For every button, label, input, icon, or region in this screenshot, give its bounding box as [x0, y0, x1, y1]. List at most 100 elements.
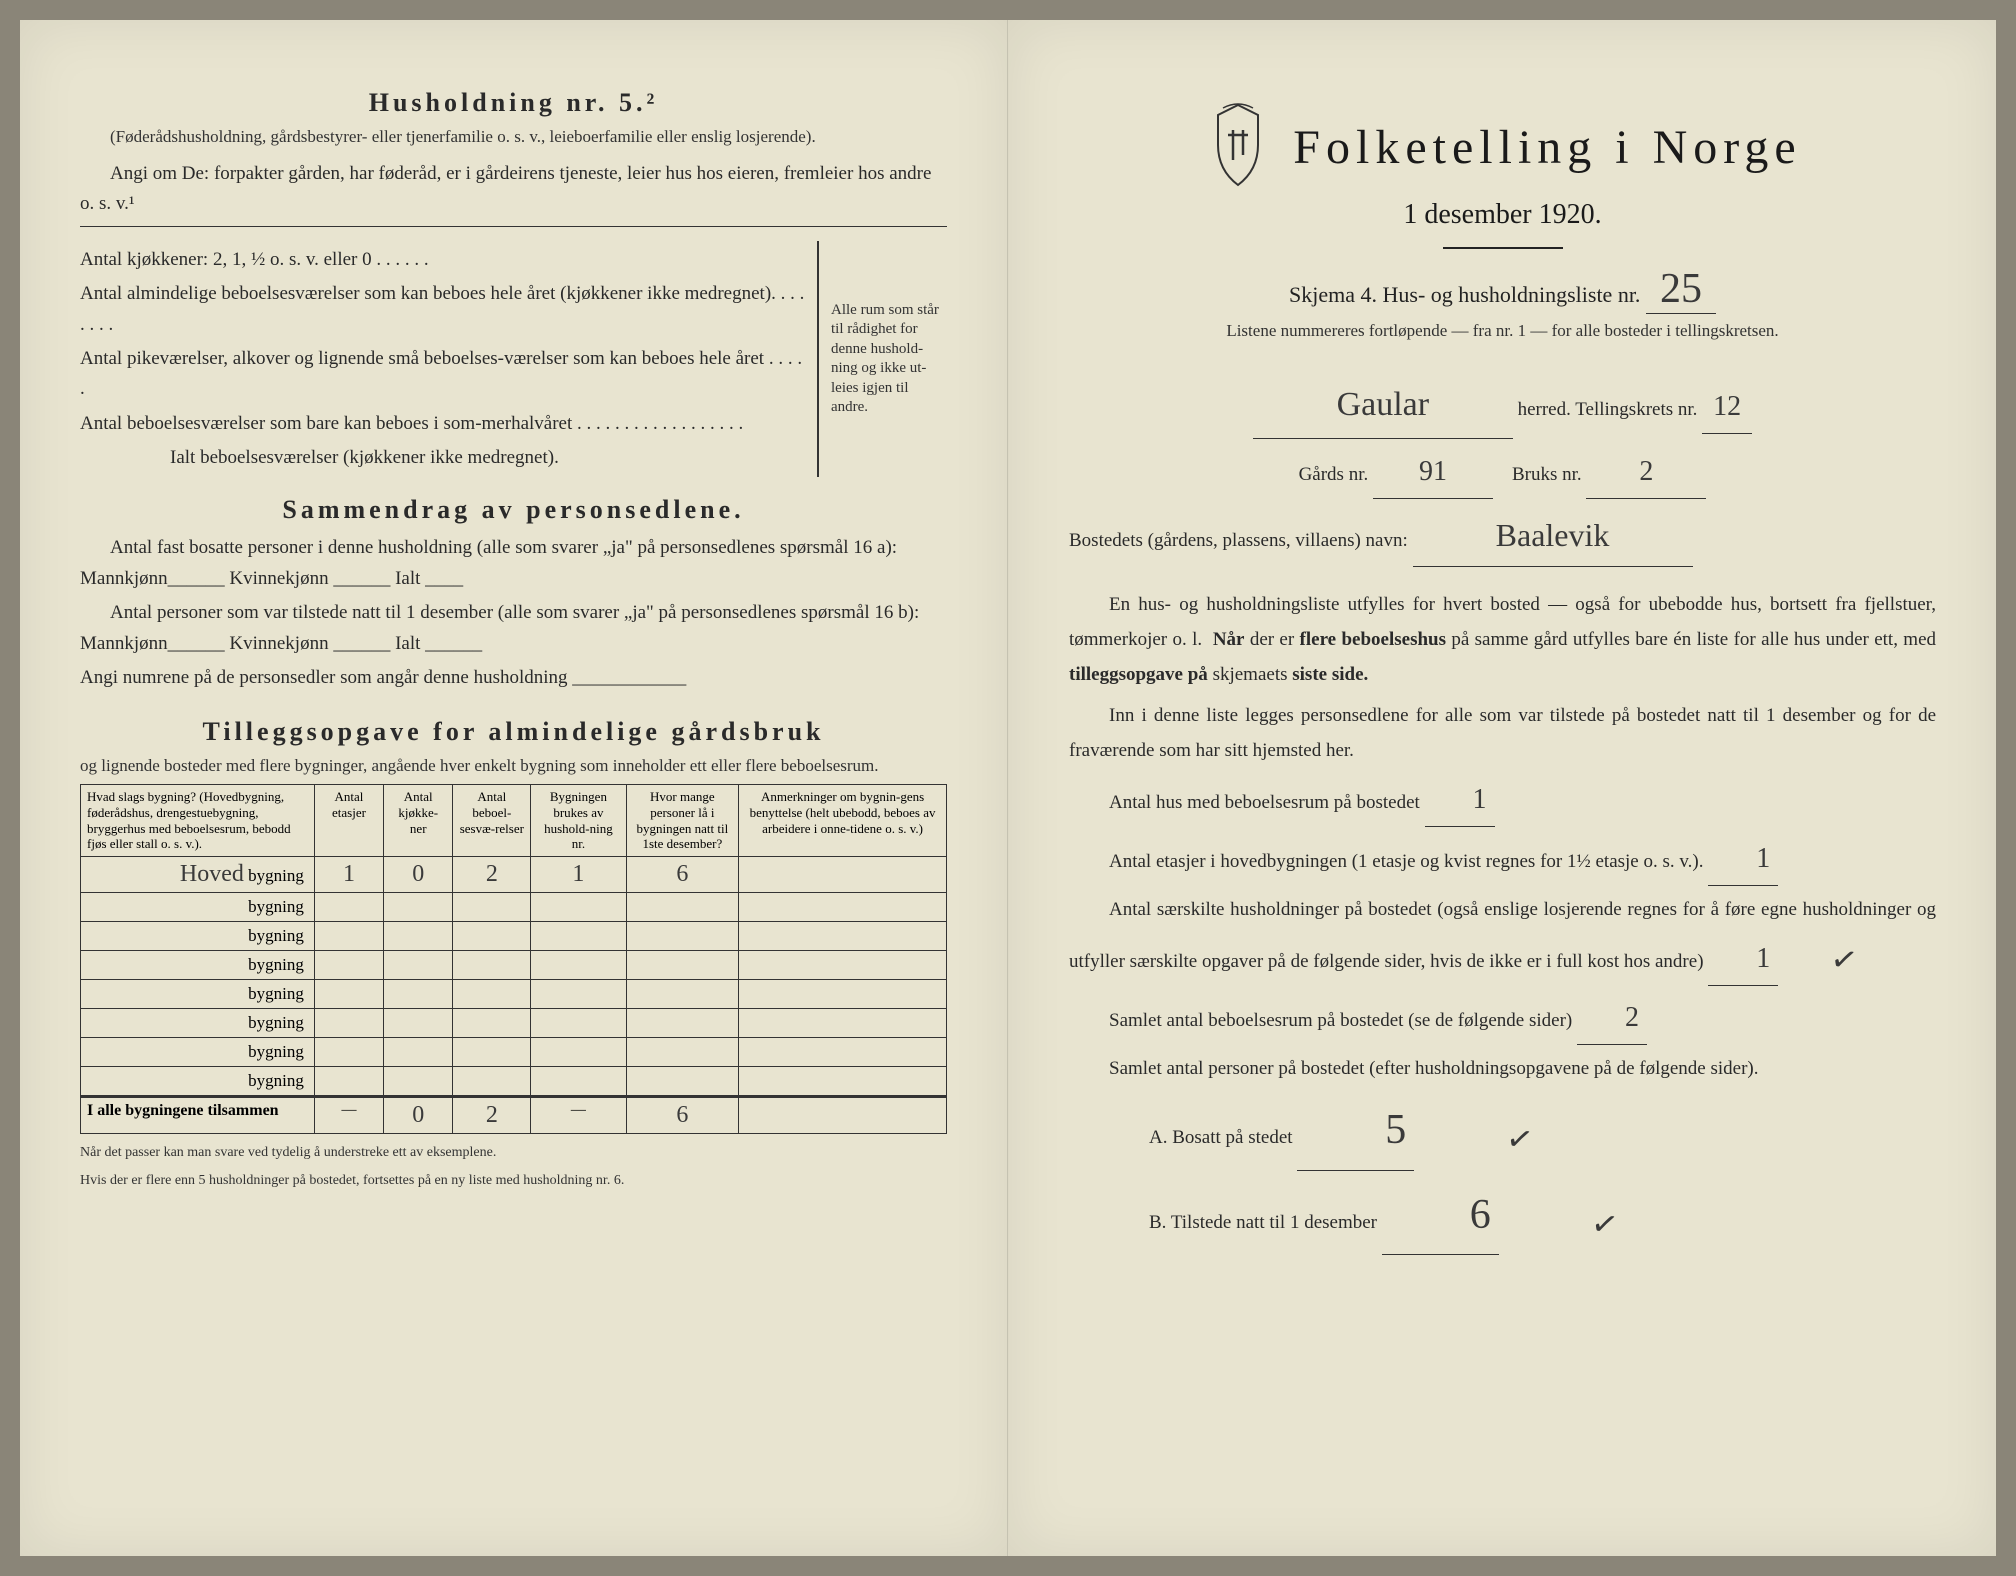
right-page: Folketelling i Norge 1 desember 1920. Sk… — [1008, 20, 1996, 1556]
line-kitchens: Antal kjøkkener: 2, 1, ½ o. s. v. eller … — [80, 245, 809, 275]
total-label: I alle bygningene tilsammen — [81, 1096, 315, 1133]
para-2: Inn i denne liste legges personsedlene f… — [1069, 698, 1936, 768]
row0-v2: 2 — [486, 861, 498, 887]
crest-icon — [1203, 100, 1273, 195]
qB-value: 6 — [1382, 1177, 1499, 1256]
check-icon: ✓ — [1786, 922, 1862, 992]
herred-line: Gaular herred. Tellingskrets nr. 12 — [1069, 373, 1936, 439]
q1-value: 1 — [1425, 774, 1495, 827]
row0-v3: 1 — [572, 861, 584, 887]
line-total-rooms: Ialt beboelsesværelser (kjøkkener ikke m… — [140, 443, 809, 473]
gards-label: Gårds nr. — [1299, 464, 1369, 485]
bruks-label: Bruks nr. — [1512, 464, 1582, 485]
q4-value: 2 — [1577, 992, 1647, 1045]
th-household: Bygningen brukes av hushold-ning nr. — [531, 785, 626, 856]
q5-line: Samlet antal personer på bostedet (efter… — [1069, 1051, 1936, 1086]
row0-v5 — [739, 856, 947, 892]
gards-line: Gårds nr. 91 Bruks nr. 2 — [1069, 445, 1936, 499]
table-row: bygning — [81, 892, 947, 921]
q3-line: Antal særskilte husholdninger på bostede… — [1069, 892, 1936, 986]
bracket-note: Alle rum som står til rådighet for denne… — [817, 241, 947, 478]
check-icon: ✓ — [1423, 1094, 1538, 1171]
sammendrag-1: Antal fast bosatte personer i denne hush… — [80, 533, 947, 594]
q1-line: Antal hus med beboelsesrum på bostedet 1 — [1069, 774, 1936, 827]
check-icon: ✓ — [1507, 1179, 1622, 1256]
th-kitchens: Antal kjøkke-ner — [384, 785, 453, 856]
krets-nr: 12 — [1702, 380, 1752, 434]
skjema-line: Skjema 4. Hus- og husholdningsliste nr. … — [1069, 265, 1936, 314]
title-divider — [1443, 247, 1563, 249]
total-v4: 6 — [676, 1102, 688, 1128]
row0-label: Hoved — [180, 861, 244, 887]
skjema-label: Skjema 4. Hus- og husholdningsliste nr. — [1289, 282, 1640, 307]
q2-value: 1 — [1708, 833, 1778, 886]
sammendrag-2: Antal personer som var tilstede natt til… — [80, 598, 947, 659]
household-title: Husholdning nr. 5.² — [80, 88, 947, 118]
total-v2: 2 — [486, 1102, 498, 1128]
tilleggs-note: og lignende bosteder med flere bygninger… — [80, 755, 947, 778]
table-row: bygning — [81, 979, 947, 1008]
total-v1: 0 — [412, 1102, 424, 1128]
angi-om: Angi om De: forpakter gården, har føderå… — [80, 159, 947, 220]
para-1: En hus- og husholdningsliste utfylles fo… — [1069, 587, 1936, 692]
row-suffix: bygning — [81, 1008, 315, 1037]
table-row: bygning — [81, 1066, 947, 1096]
table-row: bygning — [81, 1008, 947, 1037]
table-header-row: Hvad slags bygning? (Hovedbygning, føder… — [81, 785, 947, 856]
building-table: Hvad slags bygning? (Hovedbygning, føder… — [80, 784, 947, 1133]
qA-label: A. Bosatt på stedet — [1149, 1127, 1293, 1148]
table-row: bygning — [81, 950, 947, 979]
row0-v4: 6 — [676, 861, 688, 887]
th-persons: Hvor mange personer lå i bygningen natt … — [626, 785, 739, 856]
row0-v0: 1 — [343, 861, 355, 887]
row-suffix: bygning — [81, 950, 315, 979]
sammendrag-3: Angi numrene på de personsedler som angå… — [80, 663, 947, 693]
th-floors: Antal etasjer — [314, 785, 383, 856]
row-suffix: bygning — [81, 1037, 315, 1066]
qB-line: B. Tilstede natt til 1 desember 6 ✓ — [1069, 1177, 1936, 1256]
q4-line: Samlet antal beboelsesrum på bostedet (s… — [1069, 992, 1936, 1045]
document-spread: Husholdning nr. 5.² (Føderådshusholdning… — [20, 20, 1996, 1556]
tilleggs-title: Tilleggsopgave for almindelige gårdsbruk — [80, 717, 947, 747]
q2-label: Antal etasjer i hovedbygningen (1 etasje… — [1109, 851, 1703, 872]
bosted-line: Bostedets (gårdens, plassens, villaens) … — [1069, 505, 1936, 567]
herred-name: Gaular — [1253, 373, 1513, 439]
main-title: Folketelling i Norge — [1293, 120, 1801, 175]
footnote-2: Hvis der er flere enn 5 husholdninger på… — [80, 1172, 947, 1190]
th-remarks: Anmerkninger om bygnin-gens benyttelse (… — [739, 785, 947, 856]
total-v5 — [739, 1096, 947, 1133]
left-page: Husholdning nr. 5.² (Føderådshusholdning… — [20, 20, 1008, 1556]
title-row: Folketelling i Norge — [1069, 100, 1936, 195]
bruks-nr: 2 — [1586, 445, 1706, 499]
table-row: bygning — [81, 921, 947, 950]
line-maid-rooms: Antal pikeværelser, alkover og lignende … — [80, 344, 809, 405]
total-v3: — — [531, 1096, 626, 1133]
row0-suffix: bygning — [248, 866, 304, 885]
qB-label: B. Tilstede natt til 1 desember — [1149, 1212, 1377, 1233]
divider-line — [80, 226, 947, 227]
bosted-name: Baalevik — [1413, 505, 1693, 567]
row-suffix: bygning — [81, 1066, 315, 1096]
table-row: Hoved bygning 1 0 2 1 6 — [81, 856, 947, 892]
qA-value: 5 — [1297, 1092, 1414, 1171]
qA-line: A. Bosatt på stedet 5 ✓ — [1069, 1092, 1936, 1171]
line-rooms-year: Antal almindelige beboelsesværelser som … — [80, 279, 809, 340]
rooms-block: Antal kjøkkener: 2, 1, ½ o. s. v. eller … — [80, 241, 947, 478]
footnote-1: Når det passer kan man svare ved tydelig… — [80, 1144, 947, 1162]
row-suffix: bygning — [81, 979, 315, 1008]
q4-label: Samlet antal beboelsesrum på bostedet (s… — [1109, 1010, 1572, 1031]
bosted-label: Bostedets (gårdens, plassens, villaens) … — [1069, 530, 1408, 551]
census-date: 1 desember 1920. — [1069, 199, 1936, 231]
th-rooms: Antal beboel-sesvæ-relser — [453, 785, 531, 856]
table-row: bygning — [81, 1037, 947, 1066]
row-suffix: bygning — [81, 921, 315, 950]
row0-v1: 0 — [412, 861, 424, 887]
sammendrag-title: Sammendrag av personsedlene. — [80, 495, 947, 525]
q2-line: Antal etasjer i hovedbygningen (1 etasje… — [1069, 833, 1936, 886]
herred-label: herred. Tellingskrets nr. — [1518, 399, 1698, 420]
q3-value: 1 — [1708, 933, 1778, 986]
table-total-row: I alle bygningene tilsammen — 0 2 — 6 — [81, 1096, 947, 1133]
th-type: Hvad slags bygning? (Hovedbygning, føder… — [81, 785, 315, 856]
gards-nr: 91 — [1373, 445, 1493, 499]
total-v0: — — [314, 1096, 383, 1133]
